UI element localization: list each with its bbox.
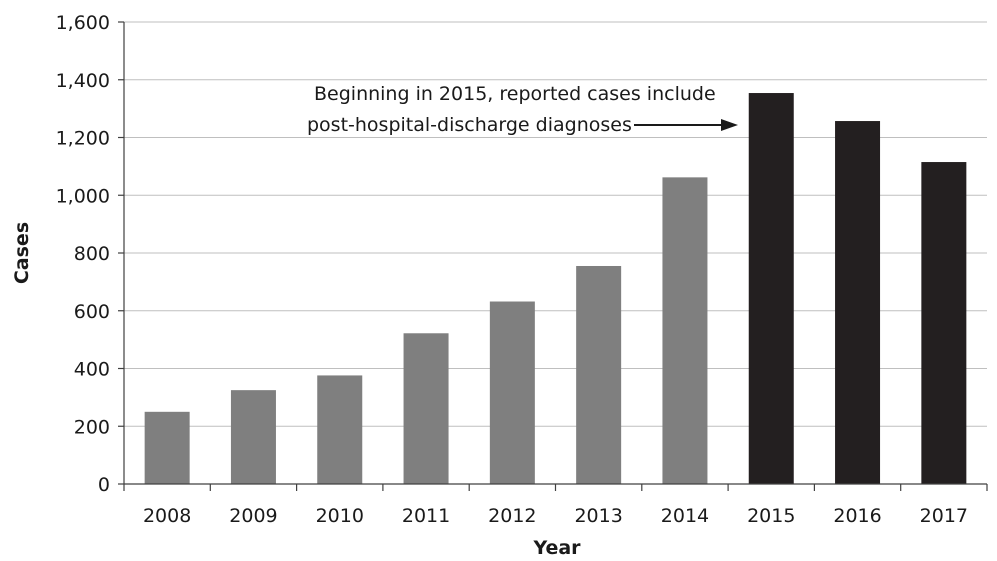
bar-2014 <box>662 177 708 484</box>
y-tick-labels: 0 200 400 600 800 1,000 1,200 1,400 1,600 <box>56 12 110 496</box>
bar-2011 <box>403 333 449 484</box>
annotation-line-1: Beginning in 2015, reported cases includ… <box>314 83 716 105</box>
x-tick-label: 2011 <box>402 505 450 527</box>
x-tick-labels: 2008 2009 2010 2011 2012 2013 2014 2015 2016 2017 <box>143 505 968 527</box>
x-axis-title: Year <box>532 537 581 559</box>
x-tick-label: 2013 <box>574 505 622 527</box>
bar-2012 <box>489 301 535 484</box>
bar-2010 <box>317 375 363 484</box>
x-tick-label: 2017 <box>920 505 968 527</box>
bar-2016 <box>835 121 881 484</box>
x-tick-label: 2010 <box>316 505 364 527</box>
x-tick-label: 2012 <box>488 505 536 527</box>
bar-2013 <box>576 265 622 484</box>
annotation-arrow-head <box>721 119 738 131</box>
x-tick-label: 2009 <box>229 505 277 527</box>
y-tick-label: 400 <box>74 359 110 381</box>
y-tick-label: 0 <box>98 474 110 496</box>
gridlines <box>124 21 987 427</box>
y-tick-label: 1,000 <box>56 185 110 207</box>
x-tick-label: 2016 <box>833 505 881 527</box>
bar-2015 <box>748 93 794 484</box>
x-tick-label: 2014 <box>661 505 709 527</box>
annotation: Beginning in 2015, reported cases includ… <box>307 83 738 136</box>
y-tick-label: 800 <box>74 243 110 265</box>
bars <box>144 93 967 484</box>
y-axis-title: Cases <box>11 222 33 284</box>
y-tick-label: 1,400 <box>56 70 110 92</box>
x-tick-label: 2015 <box>747 505 795 527</box>
annotation-line-2: post-hospital-discharge diagnoses <box>307 114 632 136</box>
y-tick-label: 600 <box>74 301 110 323</box>
y-tick-label: 200 <box>74 416 110 438</box>
y-tick-label: 1,600 <box>56 12 110 34</box>
axes <box>118 21 988 491</box>
x-tick-label: 2008 <box>143 505 191 527</box>
bar-2009 <box>230 390 276 484</box>
y-tick-label: 1,200 <box>56 128 110 150</box>
bar-2008 <box>144 411 190 484</box>
bar-2017 <box>921 162 967 484</box>
